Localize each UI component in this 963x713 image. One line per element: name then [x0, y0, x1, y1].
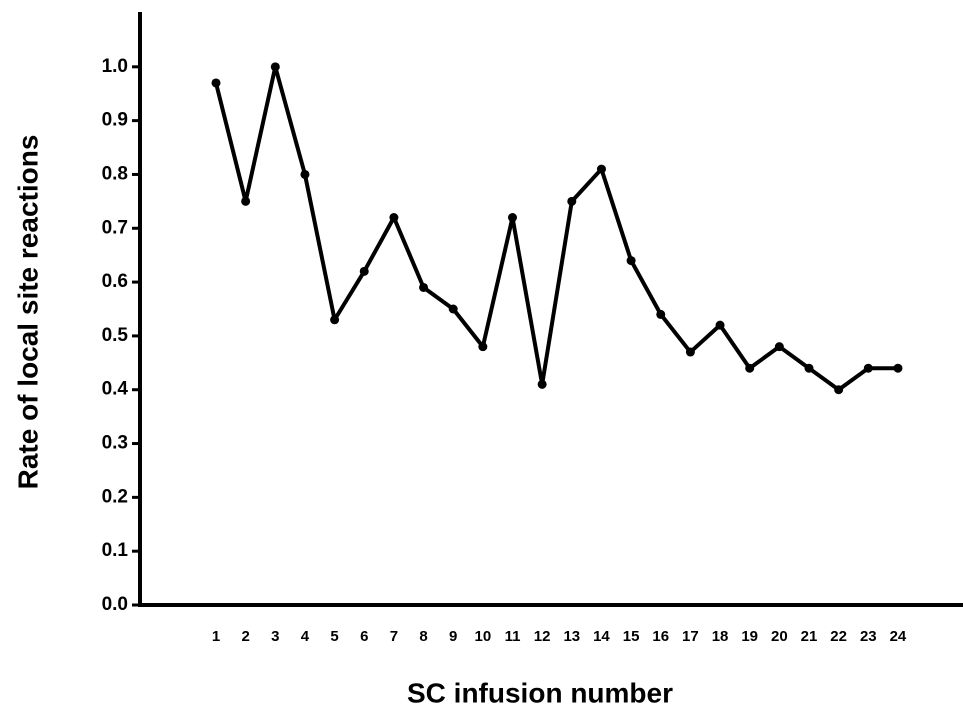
x-tick-label: 13 [563, 628, 580, 645]
x-tick-label: 11 [505, 628, 521, 645]
point [656, 309, 666, 319]
y-tick-label: 0.3 [102, 433, 128, 454]
point [685, 347, 695, 357]
x-tick-label: 20 [771, 628, 788, 645]
y-axis-label: Rate of local site reactions [12, 135, 43, 490]
y-tick-label: 0.5 [102, 325, 129, 346]
point [537, 379, 547, 389]
point [508, 213, 517, 223]
x-tick-label: 8 [419, 628, 427, 645]
y-tick-label: 0.2 [102, 486, 128, 507]
x-tick-label: 12 [534, 628, 551, 645]
y-tick-label: 0.4 [102, 379, 129, 400]
point [241, 196, 251, 206]
point [448, 304, 458, 314]
x-tick-label: 10 [475, 628, 492, 645]
x-tick-label: 19 [741, 628, 758, 645]
point [359, 266, 369, 276]
point [300, 169, 310, 179]
point [330, 315, 340, 325]
point [389, 213, 399, 223]
x-tick-label: 21 [801, 628, 818, 645]
x-tick-label: 4 [301, 628, 310, 645]
y-tick-label: 0.9 [102, 110, 128, 131]
point [270, 62, 280, 72]
x-tick-label: 24 [890, 628, 907, 645]
point [834, 385, 844, 395]
x-tick-label: 14 [593, 628, 610, 645]
point [626, 256, 636, 266]
line [214, 64, 898, 392]
y-tick-label: 0.1 [102, 540, 129, 561]
y-tick-label: 0.7 [102, 217, 128, 238]
point [893, 363, 903, 373]
x-tick-label: 3 [271, 628, 279, 645]
point [211, 78, 221, 88]
x-tick-label: 18 [712, 628, 729, 645]
x-tick-label: 15 [623, 628, 640, 645]
x-tick-label: 16 [652, 628, 669, 645]
x-axis-label: SC infusion number [407, 677, 673, 708]
point [567, 196, 577, 206]
x-tick-label: 23 [860, 628, 877, 645]
y-tick-label: 0.8 [102, 163, 128, 184]
x-tick-label: 7 [390, 628, 398, 645]
x-tick-label: 6 [360, 628, 368, 645]
x-tick-label: 5 [330, 628, 338, 645]
y-tick-label: 0.0 [102, 594, 128, 615]
point [715, 320, 725, 330]
point [419, 282, 429, 292]
x-tick-label: 22 [830, 628, 847, 645]
y-tick-label: 0.6 [102, 271, 128, 292]
point [774, 342, 784, 352]
y-tick-label: 1.0 [102, 56, 128, 77]
point [596, 164, 606, 174]
point [478, 342, 488, 352]
x-tick-label: 2 [241, 628, 249, 645]
x-tick-label: 1 [212, 628, 220, 645]
point [863, 363, 873, 373]
point [745, 363, 755, 373]
x-tick-label: 17 [682, 628, 699, 645]
x-tick-label: 9 [449, 628, 457, 645]
point [804, 363, 814, 373]
